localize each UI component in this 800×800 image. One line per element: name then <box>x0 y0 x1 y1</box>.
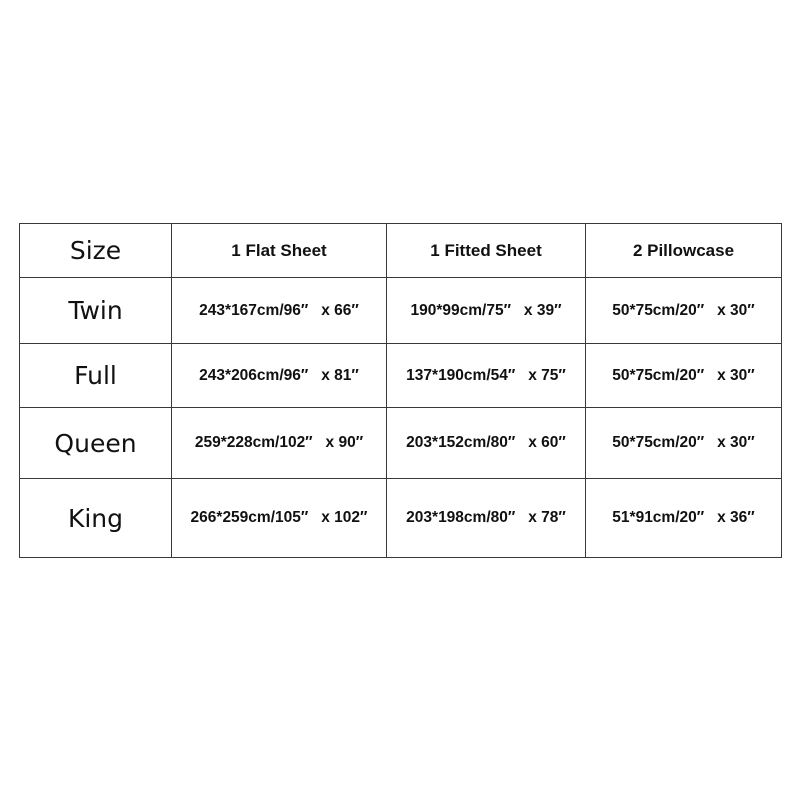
header-flat-sheet: 1 Flat Sheet <box>171 223 387 278</box>
header-size: Size <box>19 223 172 278</box>
pillowcase-cell: 50*75cm/20″ x 30″ <box>585 343 782 408</box>
table-row: Twin 243*167cm/96″ x 66″ 190*99cm/75″ x … <box>19 277 782 344</box>
fitted-sheet-cell: 203*152cm/80″ x 60″ <box>386 407 586 479</box>
flat-sheet-cell: 266*259cm/105″ x 102″ <box>171 478 387 558</box>
table-row: Queen 259*228cm/102″ x 90″ 203*152cm/80″… <box>19 407 782 479</box>
flat-sheet-cell: 243*167cm/96″ x 66″ <box>171 277 387 344</box>
fitted-sheet-cell: 190*99cm/75″ x 39″ <box>386 277 586 344</box>
header-pillowcase: 2 Pillowcase <box>585 223 782 278</box>
table-row: Full 243*206cm/96″ x 81″ 137*190cm/54″ x… <box>19 343 782 408</box>
size-cell: Twin <box>19 277 172 344</box>
table-row: King 266*259cm/105″ x 102″ 203*198cm/80″… <box>19 478 782 558</box>
flat-sheet-cell: 243*206cm/96″ x 81″ <box>171 343 387 408</box>
pillowcase-cell: 50*75cm/20″ x 30″ <box>585 407 782 479</box>
flat-sheet-cell: 259*228cm/102″ x 90″ <box>171 407 387 479</box>
size-chart-table: Size 1 Flat Sheet 1 Fitted Sheet 2 Pillo… <box>19 223 782 558</box>
pillowcase-cell: 50*75cm/20″ x 30″ <box>585 277 782 344</box>
size-cell: King <box>19 478 172 558</box>
fitted-sheet-cell: 137*190cm/54″ x 75″ <box>386 343 586 408</box>
fitted-sheet-cell: 203*198cm/80″ x 78″ <box>386 478 586 558</box>
size-cell: Queen <box>19 407 172 479</box>
size-cell: Full <box>19 343 172 408</box>
header-row: Size 1 Flat Sheet 1 Fitted Sheet 2 Pillo… <box>19 223 782 278</box>
header-fitted-sheet: 1 Fitted Sheet <box>386 223 586 278</box>
pillowcase-cell: 51*91cm/20″ x 36″ <box>585 478 782 558</box>
